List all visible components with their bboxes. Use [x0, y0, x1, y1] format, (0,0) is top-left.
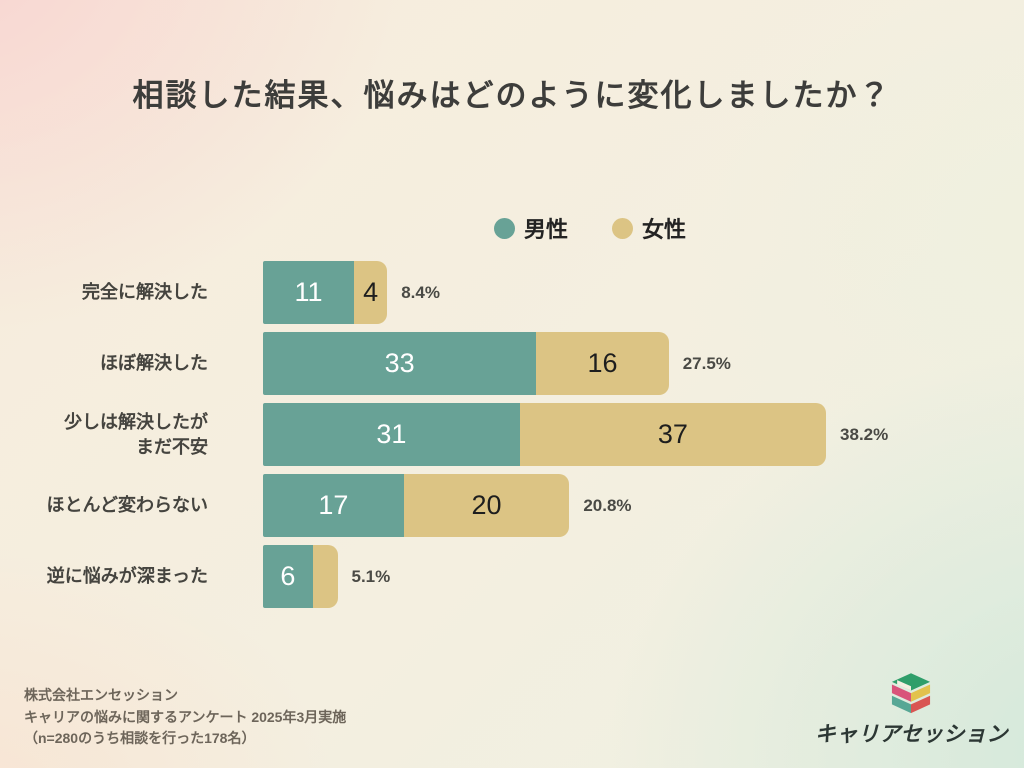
- stacked-bar-chart: 完全に解決した 11 4 8.4% ほぼ解決した 33 16 27.5%: [0, 261, 1024, 616]
- logo-text: キャリアセッション: [814, 723, 1008, 746]
- chart-row-no-change: ほとんど変わらない 17 20 20.8%: [0, 474, 1024, 537]
- bar-segment-female: 37: [519, 403, 827, 466]
- total-percent-label: 8.4%: [401, 282, 440, 302]
- bar-value-male: 31: [376, 419, 407, 449]
- bar-value-male: 6: [280, 561, 296, 591]
- legend-label-male: 男性: [524, 217, 569, 242]
- career-session-logo: キャリアセッション: [815, 672, 1008, 748]
- survey-description: キャリアの悩みに関するアンケート 2025年3月実施: [24, 708, 347, 725]
- bar-value-male: 33: [384, 348, 415, 378]
- total-percent-label: 20.8%: [583, 495, 632, 515]
- bar-value-male: 11: [294, 277, 323, 307]
- category-label-line1: 逆に悩みが深まった: [46, 566, 208, 587]
- category-label-line2: まだ不安: [136, 436, 208, 457]
- bar-value-male: 17: [318, 490, 349, 520]
- category-label-line1: 少しは解決したが: [64, 412, 208, 433]
- stacked-bar: 17 20 20.8%: [263, 474, 632, 537]
- bar-value-female: 37: [657, 419, 688, 449]
- company-name: 株式会社エンセッション: [24, 686, 178, 703]
- bar-segment-female: [312, 545, 338, 608]
- source-note: 株式会社エンセッション キャリアの悩みに関するアンケート 2025年3月実施 （…: [24, 685, 346, 750]
- bar-segment-female: 4: [354, 261, 388, 324]
- stacked-bar: 31 37 38.2%: [263, 403, 888, 466]
- total-percent-label: 38.2%: [840, 424, 889, 444]
- bar-value-female: 4: [363, 277, 379, 307]
- bar-value-female: 20: [471, 490, 502, 520]
- total-percent-label: 27.5%: [682, 353, 731, 373]
- chart-row-got-worse: 逆に悩みが深まった 6 5.1%: [0, 545, 1024, 608]
- category-label: 逆に悩みが深まった: [0, 564, 208, 588]
- career-session-logo-icon: [892, 673, 931, 714]
- chart-legend: 男性 女性: [494, 212, 686, 244]
- page-title: 相談した結果、悩みはどのように変化しましたか？: [132, 78, 892, 113]
- category-label: ほぼ解決した: [0, 351, 208, 375]
- sample-size-note: （n=280のうち相談を行った178名）: [24, 730, 256, 747]
- bar-segment-male: 31: [263, 403, 520, 466]
- bar-segment-male: 11: [263, 261, 355, 324]
- stacked-bar: 11 4 8.4%: [263, 261, 440, 324]
- category-label: 少しは解決したが まだ不安: [0, 410, 208, 459]
- category-label-line1: 完全に解決した: [82, 282, 208, 303]
- legend-item-male: 男性: [494, 212, 568, 244]
- legend-item-female: 女性: [612, 212, 686, 244]
- chart-row-mostly-solved: ほぼ解決した 33 16 27.5%: [0, 332, 1024, 395]
- bar-segment-female: 20: [403, 474, 570, 537]
- bar-value-female: 16: [587, 348, 618, 378]
- category-label: 完全に解決した: [0, 280, 208, 304]
- category-label: ほとんど変わらない: [0, 493, 208, 517]
- bar-segment-male: 33: [263, 332, 537, 395]
- chart-row-fully-solved: 完全に解決した 11 4 8.4%: [0, 261, 1024, 324]
- bar-segment-male: 6: [263, 545, 313, 608]
- bar-segment-female: 16: [536, 332, 669, 395]
- category-label-line1: ほぼ解決した: [100, 353, 208, 374]
- legend-label-female: 女性: [642, 217, 687, 242]
- female-legend-dot-icon: [612, 217, 634, 239]
- stacked-bar: 33 16 27.5%: [263, 332, 731, 395]
- total-percent-label: 5.1%: [351, 566, 391, 586]
- bar-segment-male: 17: [263, 474, 404, 537]
- category-label-line1: ほとんど変わらない: [46, 495, 208, 516]
- stacked-bar: 6 5.1%: [263, 545, 390, 608]
- male-legend-dot-icon: [494, 217, 515, 239]
- chart-row-partly-solved: 少しは解決したが まだ不安 31 37 38.2%: [0, 403, 1024, 466]
